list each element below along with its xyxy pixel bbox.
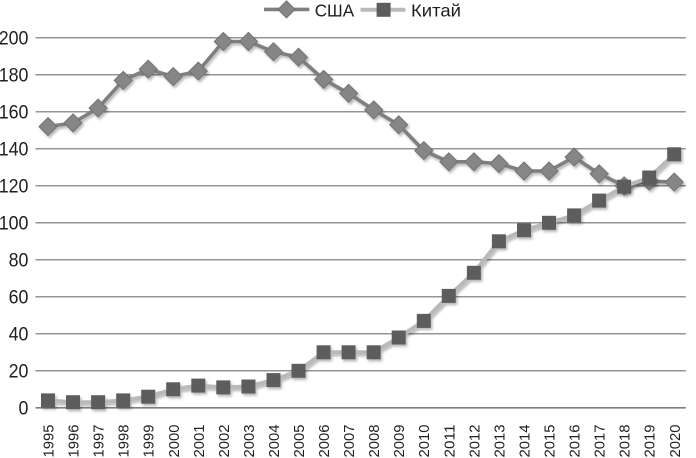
svg-text:40: 40 <box>9 325 29 346</box>
svg-text:60: 60 <box>9 288 29 309</box>
svg-text:0: 0 <box>19 399 29 420</box>
svg-text:20: 20 <box>9 362 29 383</box>
svg-text:140: 140 <box>0 140 28 161</box>
svg-text:2004: 2004 <box>266 425 283 458</box>
svg-text:2005: 2005 <box>291 425 308 458</box>
svg-text:100: 100 <box>0 214 28 235</box>
svg-text:2006: 2006 <box>316 425 333 458</box>
svg-text:2014: 2014 <box>517 425 534 458</box>
svg-text:1995: 1995 <box>41 425 58 458</box>
svg-text:2012: 2012 <box>466 424 483 457</box>
svg-text:80: 80 <box>9 251 29 272</box>
svg-text:200: 200 <box>0 29 28 50</box>
svg-text:2011: 2011 <box>441 425 458 458</box>
svg-text:2017: 2017 <box>592 425 609 458</box>
svg-text:2003: 2003 <box>241 425 258 458</box>
svg-text:1999: 1999 <box>141 425 158 458</box>
svg-text:2002: 2002 <box>216 425 233 458</box>
svg-text:Китай: Китай <box>411 1 461 21</box>
svg-text:2015: 2015 <box>542 425 559 458</box>
svg-text:2007: 2007 <box>341 425 358 458</box>
svg-text:2019: 2019 <box>642 425 659 458</box>
svg-text:2010: 2010 <box>416 425 433 458</box>
svg-text:2000: 2000 <box>166 425 183 458</box>
svg-text:2020: 2020 <box>667 425 684 458</box>
svg-text:2013: 2013 <box>491 424 508 457</box>
svg-text:2016: 2016 <box>567 425 584 458</box>
svg-text:2001: 2001 <box>191 425 208 458</box>
svg-text:2009: 2009 <box>391 425 408 458</box>
svg-text:2008: 2008 <box>366 425 383 458</box>
svg-text:1996: 1996 <box>66 425 83 458</box>
svg-text:120: 120 <box>0 177 28 198</box>
svg-text:1998: 1998 <box>116 425 133 458</box>
svg-text:160: 160 <box>0 103 28 124</box>
svg-text:США: США <box>315 1 355 21</box>
svg-text:180: 180 <box>0 66 28 87</box>
svg-text:2018: 2018 <box>617 425 634 458</box>
svg-text:1997: 1997 <box>91 425 108 458</box>
